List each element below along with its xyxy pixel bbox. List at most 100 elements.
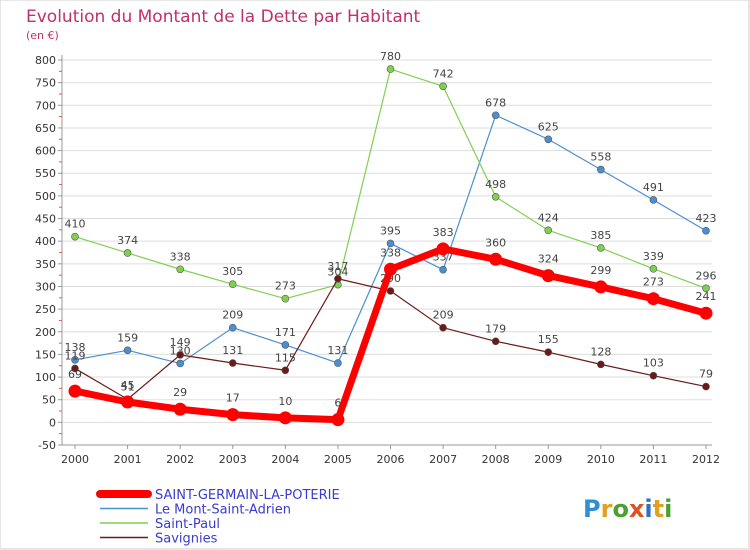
data-label: 305 — [222, 265, 243, 278]
data-label: 558 — [590, 151, 611, 164]
x-tick-label: 2001 — [114, 453, 142, 466]
logo-letter: x — [629, 495, 645, 523]
data-label: 374 — [117, 234, 138, 247]
x-tick-label: 2012 — [692, 453, 720, 466]
data-label: 17 — [226, 392, 240, 405]
data-label: 423 — [696, 212, 717, 225]
y-tick-label: 0 — [49, 416, 56, 429]
data-point — [702, 382, 710, 391]
data-point — [281, 366, 290, 375]
data-label: 410 — [65, 218, 86, 231]
y-tick-label: -50 — [38, 439, 56, 452]
data-point — [702, 226, 710, 235]
data-point — [71, 364, 79, 373]
data-label: 273 — [275, 280, 296, 293]
data-label: 29 — [173, 386, 187, 399]
series-saint-paul: 410 374 338 305 273 304 780 742 498 424 385 339 296 — [65, 50, 717, 303]
data-point — [544, 226, 553, 235]
data-point — [123, 249, 132, 257]
data-point — [226, 408, 240, 422]
data-point — [544, 135, 553, 144]
x-tick-label: 2002 — [166, 453, 194, 466]
data-point — [278, 411, 292, 425]
data-label: 149 — [170, 336, 191, 349]
y-tick-label: 500 — [35, 190, 56, 203]
data-point — [646, 292, 660, 306]
data-point — [176, 359, 184, 368]
data-label: 6 — [334, 397, 341, 410]
x-tick-label: 2008 — [482, 453, 510, 466]
data-label: 324 — [538, 253, 559, 266]
logo-text: Proxiti — [583, 495, 672, 523]
y-tick-label: 800 — [35, 54, 56, 67]
y-tick-label: 400 — [35, 235, 56, 248]
x-tick-label: 2009 — [534, 453, 562, 466]
data-label: 338 — [170, 250, 191, 263]
data-point — [121, 395, 135, 409]
logo-letter: i — [664, 495, 672, 523]
data-point — [123, 346, 132, 355]
data-point — [334, 359, 342, 367]
legend-item: Le Mont-Saint-Adrien — [100, 503, 291, 518]
logo-letter: r — [601, 495, 613, 523]
x-tick-label: 2006 — [377, 453, 405, 466]
data-label: 51 — [121, 380, 135, 393]
data-point — [176, 351, 184, 359]
data-label: 360 — [485, 236, 506, 249]
series-saint-germain-la-poterie: 69 45 29 17 10 6 338 383 360 324 299 273 241 — [68, 226, 717, 427]
data-point — [386, 287, 395, 295]
data-label: 128 — [590, 345, 611, 358]
data-label: 241 — [696, 290, 717, 303]
legend-label: Saint-Paul — [155, 517, 220, 532]
data-label: 299 — [590, 264, 611, 277]
proxiti-logo: Proxiti — [583, 495, 672, 523]
data-label: 131 — [222, 344, 243, 357]
data-label: 338 — [380, 246, 401, 259]
data-point — [597, 360, 605, 369]
data-point — [71, 232, 79, 241]
data-label: 115 — [275, 351, 296, 364]
data-point — [489, 252, 503, 266]
y-tick-label: 600 — [35, 145, 56, 158]
y-tick-label: 200 — [35, 326, 56, 339]
data-label: 131 — [327, 344, 348, 357]
y-tick-label: 350 — [35, 258, 56, 271]
y-tick-label: 550 — [35, 167, 56, 180]
y-tick-label: 750 — [35, 77, 56, 90]
data-point — [331, 413, 345, 427]
x-tick-label: 2003 — [219, 453, 247, 466]
legend-label: Le Mont-Saint-Adrien — [155, 503, 291, 518]
chart-subtitle: (en €) — [26, 29, 59, 42]
data-label: 103 — [643, 357, 664, 370]
data-point — [386, 65, 395, 73]
y-tick-label: 700 — [35, 99, 56, 112]
data-point — [439, 265, 447, 274]
data-label: 317 — [327, 260, 348, 273]
legend-item: Savignies — [100, 532, 218, 547]
data-point — [228, 280, 237, 289]
data-point — [541, 269, 555, 283]
data-point — [334, 274, 342, 283]
data-point — [384, 262, 397, 276]
data-point — [228, 359, 237, 367]
data-point — [544, 348, 553, 356]
data-point — [594, 280, 608, 294]
logo-letter: t — [653, 495, 664, 523]
data-point — [228, 323, 237, 332]
data-point — [176, 265, 184, 274]
x-tick-label: 2011 — [639, 453, 667, 466]
data-label: 155 — [538, 333, 559, 346]
data-point — [491, 111, 500, 120]
data-label: 625 — [538, 120, 559, 133]
data-point — [68, 384, 82, 398]
data-label: 130 — [170, 344, 191, 357]
data-point — [439, 82, 447, 91]
legend-label: SAINT-GERMAIN-LA-POTERIE — [155, 488, 340, 503]
data-label: 498 — [485, 178, 506, 191]
data-label: 339 — [643, 250, 664, 263]
data-label: 491 — [643, 181, 664, 194]
data-point — [699, 306, 713, 320]
legend-item: Saint-Paul — [100, 517, 220, 532]
